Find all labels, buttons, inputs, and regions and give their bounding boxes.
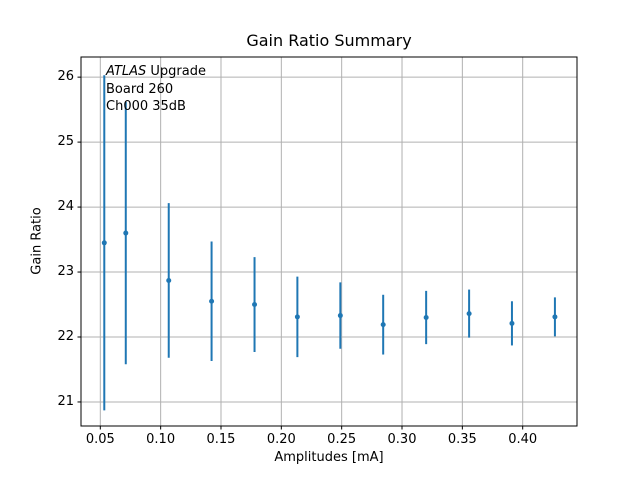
y-tick-label: 23 [57, 264, 74, 280]
x-tick-label: 0.10 [146, 432, 176, 447]
x-tick-label: 0.25 [327, 432, 357, 447]
y-tick-label: 26 [57, 69, 74, 85]
y-tick-label: 22 [57, 328, 74, 344]
y-tick-label: 21 [57, 393, 74, 409]
data-point-marker [466, 311, 472, 317]
y-tick-label: 25 [57, 134, 74, 150]
y-tick-label: 24 [57, 199, 74, 215]
data-point-marker [252, 302, 258, 308]
data-point-marker [423, 315, 429, 321]
x-tick-label: 0.40 [508, 432, 538, 447]
data-point-marker [552, 314, 558, 320]
annotation-line-1: ATLAS Upgrade [106, 63, 206, 81]
x-tick-label: 0.30 [387, 432, 417, 447]
annotation-block: ATLAS Upgrade Board 260 Ch000 35dB [106, 63, 206, 116]
axes-frame [80, 56, 578, 427]
x-tick-label: 0.05 [85, 432, 115, 447]
x-tick-label: 0.35 [447, 432, 477, 447]
chart-title: Gain Ratio Summary [246, 31, 412, 50]
x-tick-label: 0.15 [206, 432, 236, 447]
x-axis-label: Amplitudes [mA] [274, 450, 384, 465]
annotation-line-1-rest: Upgrade [146, 64, 206, 79]
data-point-marker [509, 320, 515, 326]
x-tick-label: 0.20 [266, 432, 296, 447]
data-point-marker [337, 313, 343, 319]
data-point-marker [209, 298, 215, 304]
data-point-marker [123, 230, 129, 236]
data-point-marker [101, 240, 107, 246]
data-point-marker [380, 322, 386, 328]
annotation-experiment-name: ATLAS [106, 64, 147, 79]
data-point-marker [166, 277, 172, 283]
annotation-line-3: Ch000 35dB [106, 99, 186, 114]
annotation-line-2: Board 260 [106, 81, 174, 97]
data-point-marker [294, 314, 300, 320]
